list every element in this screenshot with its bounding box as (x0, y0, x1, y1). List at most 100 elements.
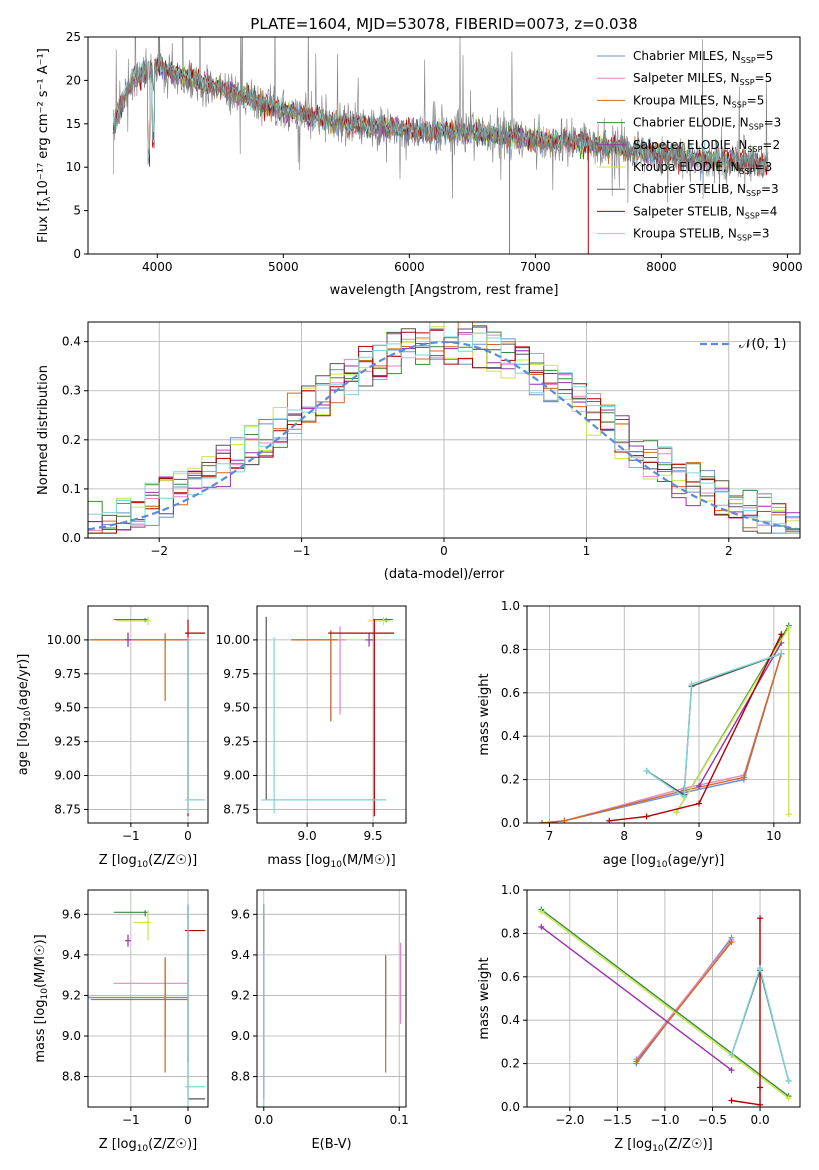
x-tick-label: −1.5 (603, 1113, 632, 1127)
y-tick-label: 0.4 (501, 729, 520, 743)
y-tick-label: 0.8 (501, 642, 520, 656)
y-tick-label: 0.4 (62, 335, 81, 349)
y-tick-label: 25 (66, 30, 81, 44)
y-tick-label: 0.6 (501, 970, 520, 984)
y-tick-label: 9.75 (54, 667, 81, 681)
y-tick-label: 5 (73, 204, 81, 218)
y-tick-label: 1.0 (501, 883, 520, 897)
errorbars (260, 616, 395, 817)
y-tick-label: 0.2 (62, 433, 81, 447)
x-axis-label: Z [log10(Z/Z☉)] (99, 853, 197, 870)
x-tick-label: 0.1 (390, 1113, 409, 1127)
y-tick-label: 0 (73, 247, 81, 261)
legend-label: 𝒩(0, 1) (739, 337, 786, 352)
series-line-salpeter_stelib (609, 633, 782, 822)
histogram-kroupa_stelib (88, 322, 800, 534)
axes-frame (526, 605, 801, 824)
mass_vs_ebv-panel: 0.0 0.1 8.8 9.0 9.2 9.4 9.6 E(B-V) (231, 889, 409, 1152)
legend-label: Kroupa MILES, NSSP=5 (633, 93, 764, 109)
x-tick-label: 6000 (394, 260, 425, 274)
y-axis-label: age [log10(age/yr)] (16, 654, 33, 776)
series-line-salpeter_elodie (698, 642, 782, 787)
x-tick-label: −1 (122, 1113, 140, 1127)
series-line-salpeter_miles (635, 939, 733, 1060)
series-line-kroupa_stelib (646, 653, 782, 799)
y-tick-label: 9.4 (62, 948, 81, 962)
y-tick-label: 10 (66, 160, 81, 174)
y-tick-label: 0.0 (501, 816, 520, 830)
data-spectrum (112, 37, 769, 204)
legend: Chabrier MILES, NSSP=5 Salpeter MILES, NS… (597, 49, 781, 243)
y-tick-label: 0.2 (501, 1057, 520, 1071)
x-tick-label: 1 (583, 544, 591, 558)
y-tick-label: 0.4 (501, 1013, 520, 1027)
x-tick-label: 8 (620, 829, 628, 843)
gaussian-curve (88, 341, 798, 531)
y-tick-label: 0.3 (62, 384, 81, 398)
legend-label: Kroupa STELIB, NSSP=3 (633, 227, 770, 243)
legend-label: Salpeter STELIB, NSSP=4 (633, 204, 777, 220)
y-tick-label: 0.1 (62, 482, 81, 496)
errorbars (88, 616, 206, 817)
age_vs_mass-panel: 9.0 9.5 8.75 9.00 9.25 9.50 9.75 10.00 mass [log… (216, 605, 407, 870)
x-tick-label: −1 (293, 544, 311, 558)
series-line-kroupa_elodie (540, 911, 790, 1099)
figure-title: PLATE=1604, MJD=53078, FIBERID=0073, z=0… (250, 15, 637, 33)
series-lines (538, 622, 792, 823)
y-tick-label: 9.75 (223, 667, 250, 681)
histograms (88, 322, 800, 534)
x-tick-label: 7 (546, 829, 554, 843)
y-tick-label: 9.0 (231, 1029, 250, 1043)
y-axis-label: Normed distribution (36, 365, 51, 495)
y-tick-label: 0.2 (501, 773, 520, 787)
x-tick-label: 0 (184, 829, 192, 843)
y-tick-label: 9.00 (223, 769, 250, 783)
x-tick-label: −2 (150, 544, 168, 558)
series-line-salpeter_stelib (731, 918, 761, 1106)
x-axis-label: mass [log10(M/M☉)] (267, 853, 395, 870)
y-axis-label: mass weight (477, 957, 492, 1039)
y-tick-label: 9.00 (54, 769, 81, 783)
axes-frame (87, 605, 209, 824)
x-axis-label: (data-model)/error (384, 567, 505, 582)
y-tick-label: 10.00 (47, 633, 81, 647)
y-tick-label: 15 (66, 117, 81, 131)
weight_vs_Z-panel: −2.0 −1.5 −1.0 −0.5 0.0 0.0 0.2 0.4 0.6 0.8 1.0 mas… (477, 883, 801, 1154)
y-tick-label: 0.0 (62, 531, 81, 545)
y-tick-label: 9.25 (54, 735, 81, 749)
x-tick-label: −1.0 (650, 1113, 679, 1127)
series-line-salpeter_elodie (540, 926, 732, 1071)
y-tick-label: 9.2 (62, 988, 81, 1002)
series-line-chabrier_elodie (540, 908, 790, 1097)
y-tick-label: 9.4 (231, 948, 250, 962)
series-line-chabrier_miles (541, 653, 782, 823)
x-axis-label: age [log10(age/yr)] (603, 853, 725, 870)
series-line-kroupa_miles (635, 941, 733, 1062)
y-tick-label: 0.8 (501, 926, 520, 940)
y-tick-label: 8.75 (54, 802, 81, 816)
x-axis-label: wavelength [Angstrom, rest frame] (330, 283, 559, 298)
y-tick-label: 8.8 (62, 1070, 81, 1084)
age_vs_Z-panel: −1 0 8.75 9.00 9.25 9.50 9.75 10.00 Z [log10(Z/Z… (16, 605, 209, 870)
axes-frame (87, 36, 801, 255)
x-tick-label: 10 (766, 829, 781, 843)
x-tick-label: 0 (440, 544, 448, 558)
x-tick-label: 0 (184, 1113, 192, 1127)
x-tick-label: 7000 (520, 260, 551, 274)
y-tick-label: 9.2 (231, 988, 250, 1002)
legend-label: Chabrier MILES, NSSP=5 (633, 49, 773, 65)
x-tick-label: 9000 (772, 260, 803, 274)
residuals-panel: −2 −1 0 1 2 0.0 0.1 0.2 0.3 0.4 (data-model)/error… (36, 321, 801, 582)
axes-frame (256, 605, 407, 824)
legend-label: Kroupa ELODIE, NSSP=3 (633, 160, 772, 176)
x-tick-label: 9 (695, 829, 703, 843)
histogram-kroupa_elodie (88, 326, 800, 534)
series-lines (538, 906, 792, 1107)
x-tick-label: 8000 (646, 260, 677, 274)
spectrum-lines (112, 37, 769, 254)
y-tick-label: 8.8 (231, 1070, 250, 1084)
y-tick-label: 1.0 (501, 599, 520, 613)
y-axis-label: mass weight (477, 673, 492, 755)
x-tick-label: 9.0 (298, 829, 317, 843)
